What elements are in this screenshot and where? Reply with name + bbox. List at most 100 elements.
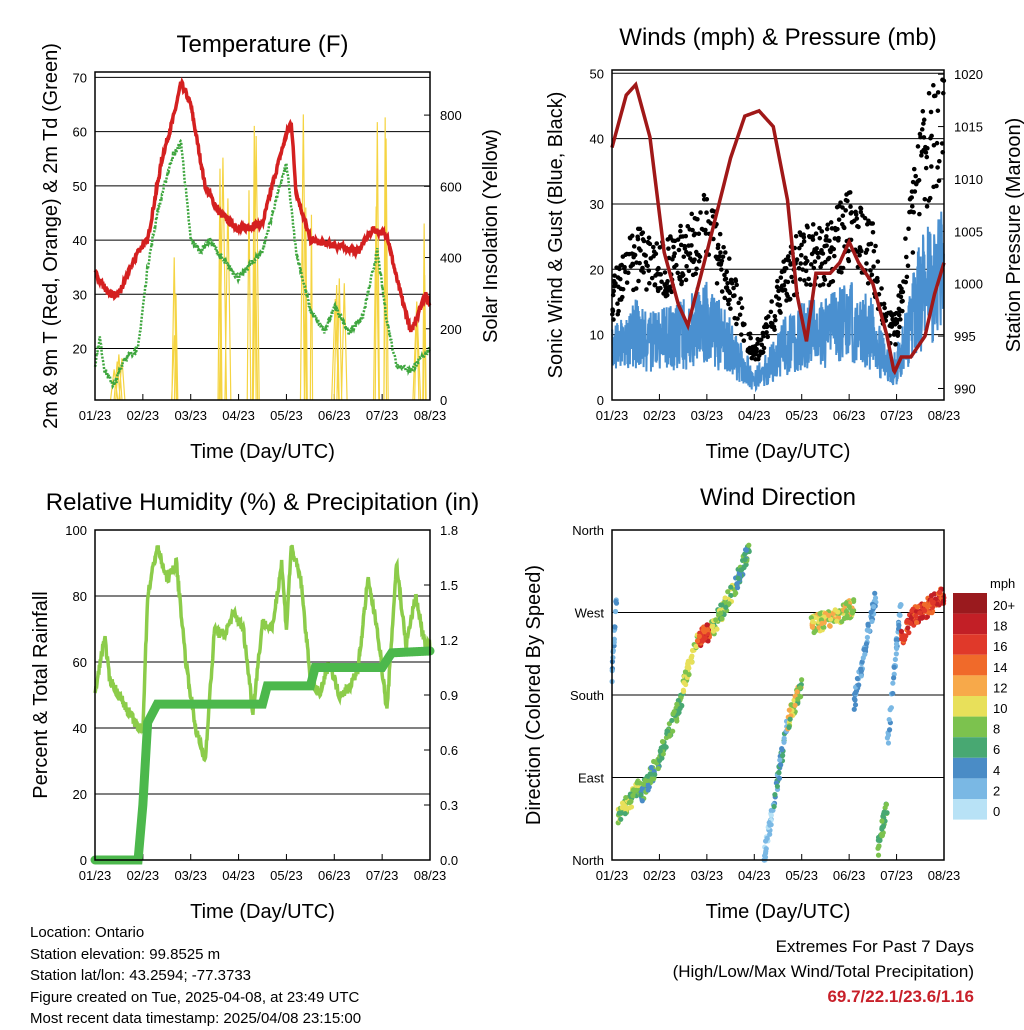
wind-direction-point <box>890 680 896 686</box>
wind-direction-point <box>704 627 711 633</box>
wind-direction-point <box>892 656 898 663</box>
temperature-2m-line <box>93 76 432 333</box>
wind-direction-point <box>839 619 845 625</box>
x-tick-label: 05/23 <box>785 868 818 883</box>
wind-direction-point <box>667 732 673 738</box>
wind-direction-point <box>869 618 875 625</box>
wind-direction-point <box>686 671 692 678</box>
wind-direction-point <box>852 702 859 708</box>
wind-direction-point <box>915 604 921 610</box>
y2-tick-label: 0.6 <box>440 743 458 758</box>
x-tick-label: 06/23 <box>833 408 866 423</box>
wind-direction-point <box>866 628 872 634</box>
wind-direction-point <box>728 584 734 590</box>
wind-direction-point <box>894 645 900 651</box>
wind-direction-point <box>657 748 663 754</box>
wind-direction-point <box>776 775 783 781</box>
y-tick-label: 50 <box>73 179 87 194</box>
y-tick-label: 40 <box>73 233 87 248</box>
x-axis-label: Time (Day/UTC) <box>706 441 851 463</box>
wind-direction-point <box>689 653 695 659</box>
wind-direction-point <box>876 843 882 849</box>
y2-tick-label: 1000 <box>954 277 983 292</box>
x-tick-label: 01/23 <box>79 868 112 883</box>
x-tick-label: 03/23 <box>174 408 207 423</box>
wind-direction-point <box>645 787 651 793</box>
wind-direction-point <box>835 609 841 615</box>
y-axis-label: Direction (Colored By Speed) <box>523 565 545 825</box>
wind-direction-point <box>886 716 892 723</box>
wind-direction-point <box>682 669 689 675</box>
chart-title: Relative Humidity (%) & Precipitation (i… <box>46 489 479 516</box>
y-tick-label: 100 <box>65 523 87 538</box>
x-tick-label: 08/23 <box>414 408 447 423</box>
wind-direction-point <box>713 617 719 623</box>
wind-direction-point <box>879 832 886 839</box>
wind-direction-point <box>903 633 909 639</box>
legend-label: 4 <box>993 763 1000 778</box>
wind-direction-point <box>883 801 890 808</box>
x-tick-label: 03/23 <box>691 408 724 423</box>
wind-direction-point <box>674 718 680 724</box>
wind-direction-point <box>928 592 935 599</box>
wind-direction-point <box>700 638 706 644</box>
wind-direction-point <box>890 690 896 697</box>
wind-direction-point <box>768 812 774 818</box>
wind-direction-point <box>670 711 676 717</box>
wind-direction-point <box>659 755 665 761</box>
legend-label: 6 <box>993 742 1000 757</box>
wind-direction-point <box>937 589 943 595</box>
wind-direction-point <box>893 651 899 657</box>
wind-direction-point <box>771 803 777 810</box>
y-tick-label: 40 <box>590 132 604 147</box>
wind-direction-point <box>616 810 622 816</box>
wind-direction-point <box>879 818 885 824</box>
wind-direction-point <box>864 634 870 641</box>
wind-direction-point <box>872 590 878 596</box>
wind-direction-point <box>920 614 926 620</box>
legend-swatch <box>953 716 987 738</box>
wind-direction-point <box>879 826 885 832</box>
wind-direction-point <box>735 575 741 581</box>
legend-swatch <box>953 634 987 655</box>
wind-direction-point <box>696 633 702 639</box>
wind-direction-point <box>843 608 850 615</box>
wind-direction-point <box>809 622 815 629</box>
y2-tick-label: 1010 <box>954 172 983 187</box>
recent-timestamp-text: Most recent data timestamp: 2025/04/08 2… <box>30 1010 362 1027</box>
x-tick-label: 01/23 <box>79 408 112 423</box>
wind-direction-point <box>622 811 628 817</box>
wind-direction-point <box>767 822 773 828</box>
wind-direction-point <box>896 622 902 628</box>
y-tick-label: 20 <box>73 341 87 356</box>
wind-direction-point <box>741 564 747 571</box>
solar-insolation-line <box>109 114 427 401</box>
wind-direction-point <box>648 764 654 771</box>
wind-direction-point <box>898 602 904 608</box>
x-axis-label: Time (Day/UTC) <box>190 441 335 463</box>
wind-direction-point <box>652 772 658 778</box>
y-tick-label: 50 <box>590 66 604 81</box>
wind-direction-point <box>922 608 928 614</box>
x-tick-label: 06/23 <box>318 408 351 423</box>
wind-direction-point <box>913 613 919 619</box>
y-axis-label: 2m & 9m T (Red, Orange) & 2m Td (Green) <box>40 43 62 429</box>
wind-direction-point <box>794 689 800 695</box>
y2-tick-label: 1.5 <box>440 578 458 593</box>
y-tick-label: 80 <box>73 589 87 604</box>
y-axis-label: Sonic Wind & Gust (Blue, Black) <box>545 92 567 379</box>
wind-direction-point <box>734 580 740 587</box>
elevation-text: Station elevation: 99.8525 m <box>30 945 221 963</box>
wind-direction-point <box>792 702 798 708</box>
wind-direction-point <box>810 619 816 625</box>
y2-tick-label: 1020 <box>954 67 983 82</box>
chart-title: Winds (mph) & Pressure (mb) <box>619 24 936 51</box>
wind-direction-point <box>717 610 724 616</box>
wind-direction-point <box>786 707 792 713</box>
wind-direction-point <box>645 782 651 788</box>
wind-direction-point <box>725 589 731 595</box>
y-tick-label: North <box>572 523 604 538</box>
x-tick-label: 06/23 <box>318 868 351 883</box>
wind-direction-point <box>812 614 818 621</box>
y2-tick-label: 1.2 <box>440 633 458 648</box>
